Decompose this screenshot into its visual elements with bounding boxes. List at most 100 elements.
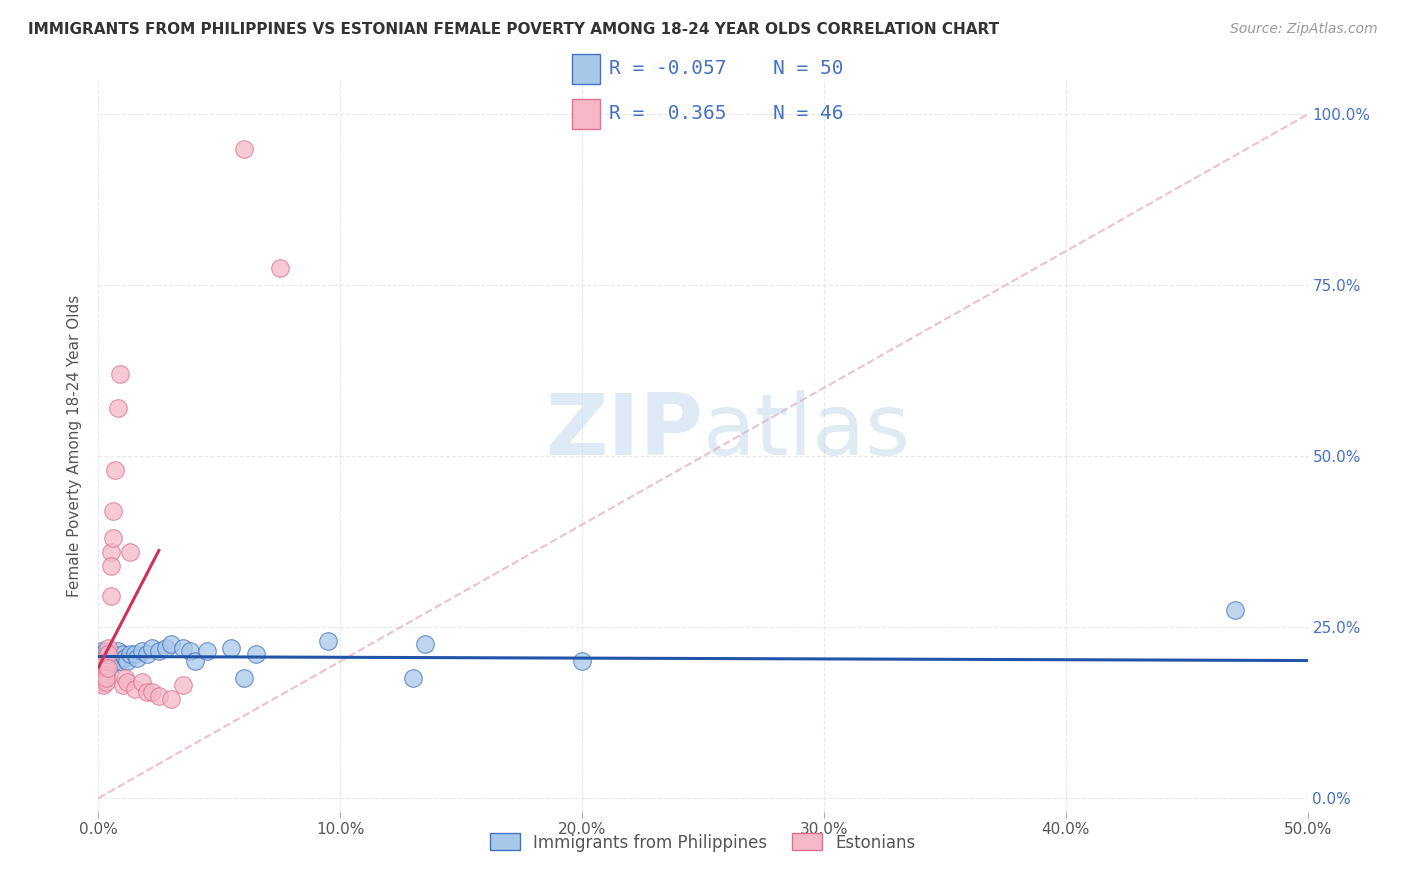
Point xyxy=(135,685,157,699)
Point xyxy=(141,685,163,699)
Point xyxy=(148,644,170,658)
Point xyxy=(117,654,139,668)
Point xyxy=(94,661,117,675)
Point xyxy=(94,668,117,682)
Point xyxy=(111,678,134,692)
Point xyxy=(101,648,124,662)
Point xyxy=(111,648,134,662)
Point xyxy=(316,633,339,648)
Point xyxy=(91,651,114,665)
Point xyxy=(87,654,110,668)
Point xyxy=(91,678,114,692)
Point xyxy=(94,654,117,668)
Point xyxy=(114,672,136,686)
Point xyxy=(87,657,110,672)
Point xyxy=(100,651,122,665)
Point xyxy=(87,665,110,679)
Point xyxy=(90,661,112,675)
Point xyxy=(91,665,114,679)
Point xyxy=(104,463,127,477)
Point xyxy=(184,654,207,668)
Point xyxy=(232,142,254,156)
Point xyxy=(90,672,112,686)
Text: atlas: atlas xyxy=(703,390,911,473)
Text: Source: ZipAtlas.com: Source: ZipAtlas.com xyxy=(1230,22,1378,37)
Point xyxy=(100,590,122,604)
Point xyxy=(100,558,122,573)
Point xyxy=(104,654,127,668)
Point xyxy=(160,692,183,706)
Point xyxy=(97,657,120,672)
Point xyxy=(124,648,146,662)
FancyBboxPatch shape xyxy=(572,54,599,84)
Text: R = -0.057: R = -0.057 xyxy=(609,60,727,78)
Point xyxy=(87,648,110,662)
Text: ZIP: ZIP xyxy=(546,390,703,473)
Point xyxy=(141,640,163,655)
Point xyxy=(127,651,149,665)
Point xyxy=(91,672,114,686)
Legend: Immigrants from Philippines, Estonians: Immigrants from Philippines, Estonians xyxy=(484,827,922,858)
Point xyxy=(91,654,114,668)
Point xyxy=(1223,603,1246,617)
Point xyxy=(245,648,267,662)
Point xyxy=(94,651,117,665)
Point xyxy=(90,665,112,679)
Point xyxy=(269,261,291,276)
Point xyxy=(124,681,146,696)
Point xyxy=(155,640,177,655)
Point xyxy=(87,672,110,686)
Point xyxy=(131,674,153,689)
Point xyxy=(90,668,112,682)
Point xyxy=(91,657,114,672)
Point xyxy=(117,674,139,689)
Point xyxy=(90,665,112,679)
Point xyxy=(91,668,114,682)
Point xyxy=(107,401,129,416)
Point xyxy=(87,661,110,675)
Point xyxy=(107,644,129,658)
Point xyxy=(135,648,157,662)
Point xyxy=(118,545,141,559)
FancyBboxPatch shape xyxy=(572,99,599,129)
Text: R =  0.365: R = 0.365 xyxy=(609,104,727,123)
Point xyxy=(91,657,114,672)
Point xyxy=(221,640,243,655)
Text: IMMIGRANTS FROM PHILIPPINES VS ESTONIAN FEMALE POVERTY AMONG 18-24 YEAR OLDS COR: IMMIGRANTS FROM PHILIPPINES VS ESTONIAN … xyxy=(28,22,1000,37)
Point xyxy=(90,657,112,672)
Point xyxy=(402,672,425,686)
Point xyxy=(101,504,124,518)
Point xyxy=(94,661,117,675)
Point xyxy=(91,665,114,679)
Point xyxy=(97,640,120,655)
Point xyxy=(232,672,254,686)
Point xyxy=(172,678,194,692)
Point xyxy=(90,651,112,665)
Point xyxy=(160,637,183,651)
Point xyxy=(97,648,120,662)
Point xyxy=(90,654,112,668)
Point xyxy=(97,654,120,668)
Point xyxy=(90,674,112,689)
Point xyxy=(90,644,112,658)
Point xyxy=(94,644,117,658)
Point xyxy=(100,545,122,559)
Point xyxy=(87,668,110,682)
Point xyxy=(195,644,218,658)
Point xyxy=(108,368,131,382)
Point xyxy=(87,657,110,672)
Point xyxy=(114,651,136,665)
Point xyxy=(118,648,141,662)
Point xyxy=(172,640,194,655)
Point xyxy=(131,644,153,658)
Point xyxy=(148,689,170,703)
Text: N = 46: N = 46 xyxy=(773,104,844,123)
Point xyxy=(179,644,201,658)
Point xyxy=(94,672,117,686)
Y-axis label: Female Poverty Among 18-24 Year Olds: Female Poverty Among 18-24 Year Olds xyxy=(67,295,83,597)
Point xyxy=(413,637,436,651)
Point xyxy=(90,654,112,668)
Point xyxy=(97,648,120,662)
Point xyxy=(91,648,114,662)
Point xyxy=(101,531,124,545)
